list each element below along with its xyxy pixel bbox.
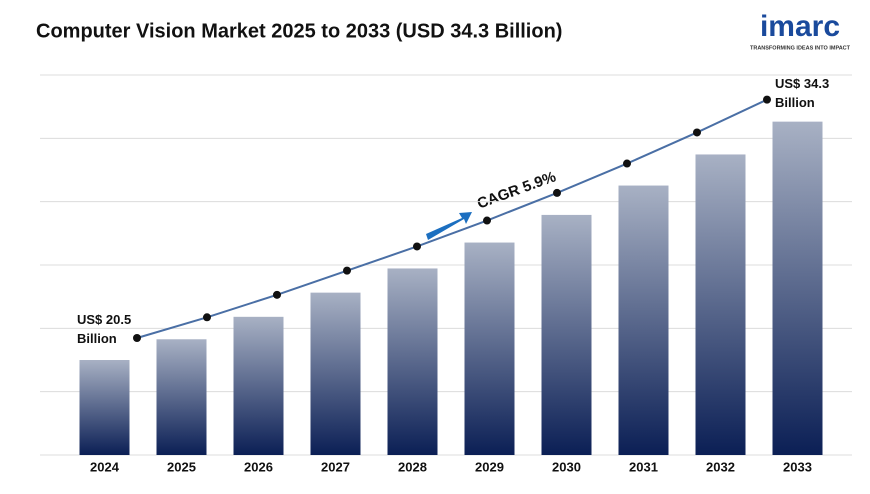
bar	[310, 292, 361, 455]
trend-point	[343, 266, 351, 275]
bar	[79, 360, 130, 455]
trend-point	[763, 95, 771, 104]
x-tick-label: 2033	[783, 459, 812, 474]
chart-title: Computer Vision Market 2025 to 2033 (USD…	[36, 20, 562, 42]
x-tick-label: 2030	[552, 459, 581, 474]
logo: imarc	[760, 10, 840, 43]
x-tick-label: 2028	[398, 459, 427, 474]
trend-point	[273, 290, 281, 299]
value-label: US$ 20.5 Billion	[77, 312, 132, 346]
trend-point	[693, 128, 701, 137]
trend-point	[203, 313, 211, 322]
x-tick-label: 2031	[629, 459, 658, 474]
trend-point	[553, 188, 561, 197]
cagr-arrow	[426, 212, 472, 240]
cagr-label: CAGR 5.9%	[475, 168, 558, 212]
x-tick-label: 2026	[244, 459, 273, 474]
x-tick-label: 2024	[90, 459, 120, 474]
bar	[541, 214, 592, 455]
x-tick-label: 2032	[706, 459, 735, 474]
logo-tagline: TRANSFORMING IDEAS INTO IMPACT	[750, 45, 851, 51]
x-tick-label: 2029	[475, 459, 504, 474]
bar	[618, 185, 669, 455]
trend-point	[133, 334, 141, 342]
value-label: US$ 34.3 Billion	[775, 75, 830, 110]
bar	[695, 154, 746, 456]
trend-point	[623, 159, 631, 168]
trend-line	[136, 98, 768, 339]
trend-point	[483, 216, 491, 225]
bar	[156, 339, 207, 455]
trend-point	[413, 242, 421, 251]
bar	[772, 121, 823, 456]
bar	[464, 242, 515, 455]
x-tick-label: 2027	[321, 459, 350, 474]
bar	[233, 316, 284, 455]
bar	[387, 268, 438, 455]
x-tick-label: 2025	[167, 459, 196, 474]
